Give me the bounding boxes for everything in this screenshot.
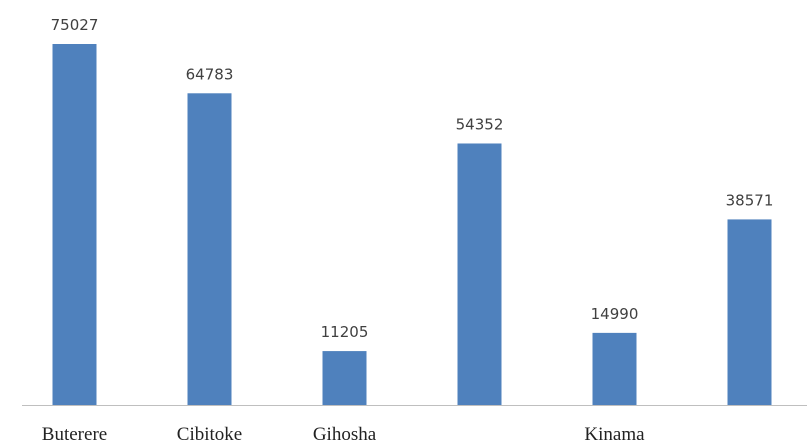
bar <box>727 219 772 405</box>
x-tick-label: Cibitoke <box>177 424 242 445</box>
value-label: 54352 <box>456 115 504 133</box>
x-tick-label: Buterere <box>42 424 107 445</box>
value-label: 38571 <box>726 191 774 209</box>
value-label: 75027 <box>51 16 99 34</box>
value-label: 64783 <box>186 65 234 83</box>
bar <box>592 332 637 405</box>
x-tick-label: Kinama <box>584 424 645 445</box>
bar <box>457 143 502 405</box>
bar <box>322 351 367 405</box>
bar <box>52 44 97 405</box>
x-tick-label: Gihosha <box>313 424 377 445</box>
bar <box>187 93 232 405</box>
value-label: 14990 <box>591 305 639 323</box>
value-label: 11205 <box>321 323 369 341</box>
